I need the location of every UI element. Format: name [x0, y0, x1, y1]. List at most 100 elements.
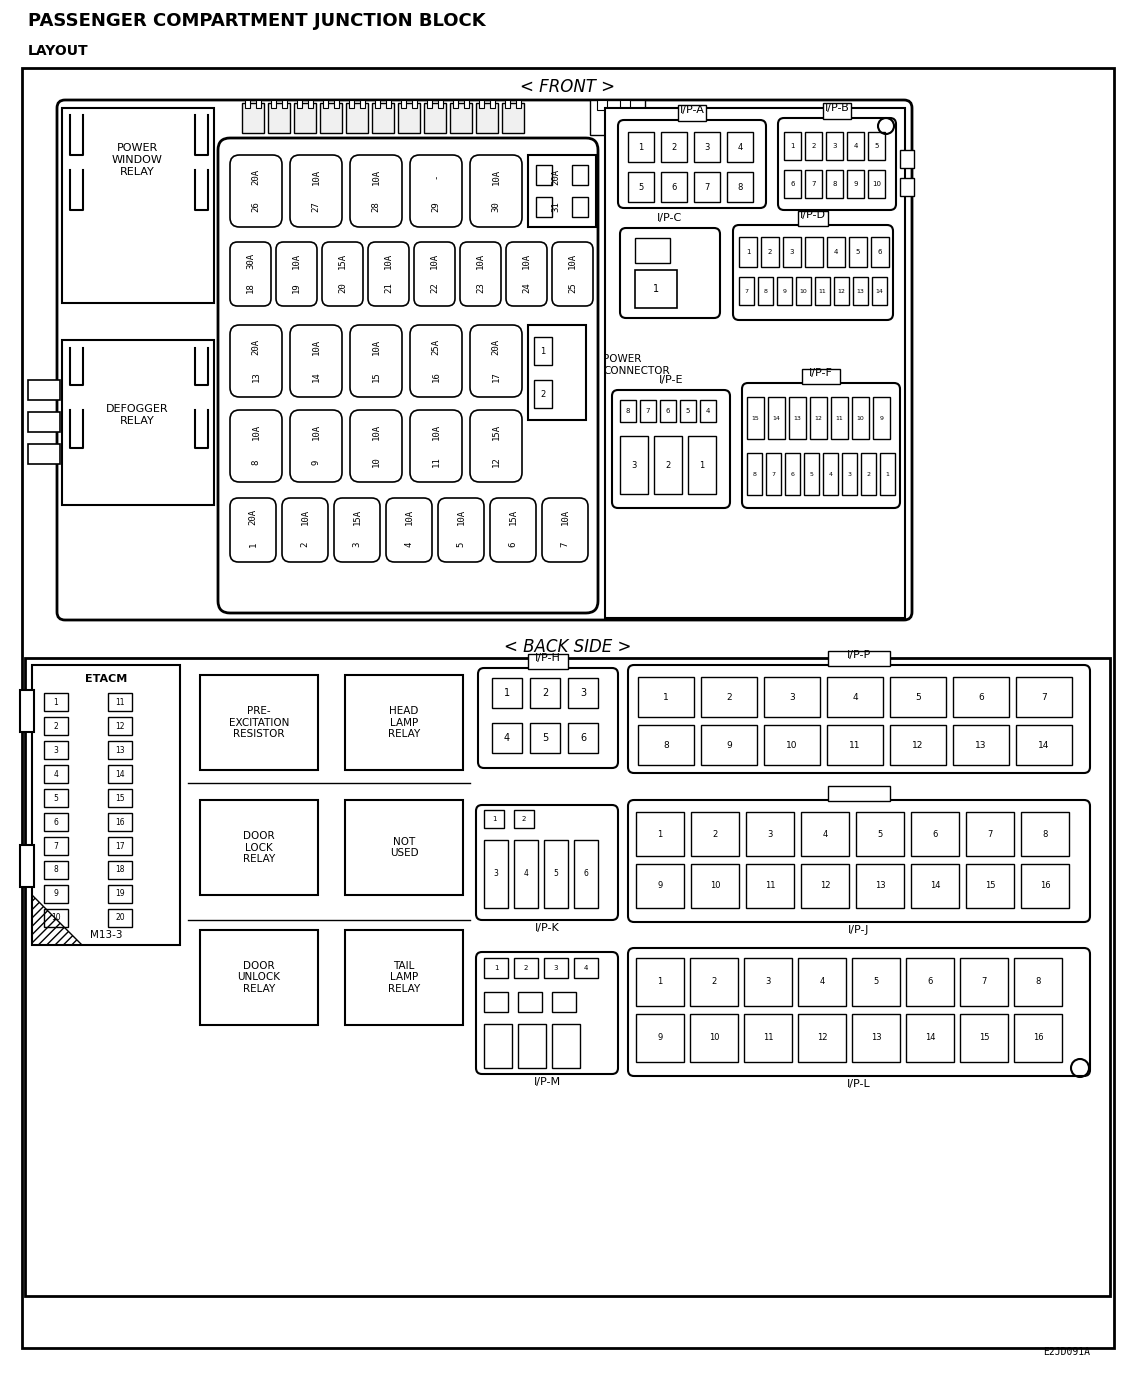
Text: 4: 4 — [828, 471, 833, 477]
Bar — [44, 813, 68, 831]
Bar — [44, 741, 68, 758]
Bar — [573, 165, 588, 185]
FancyBboxPatch shape — [778, 118, 896, 210]
Text: 2: 2 — [53, 721, 58, 731]
Text: 16: 16 — [115, 818, 125, 827]
Bar — [628, 172, 654, 202]
Text: 11: 11 — [432, 456, 441, 467]
FancyBboxPatch shape — [386, 497, 432, 562]
Text: 3: 3 — [767, 830, 772, 838]
Text: 21: 21 — [384, 283, 393, 294]
Text: 29: 29 — [432, 202, 441, 212]
Text: 6: 6 — [580, 732, 586, 743]
Bar — [620, 400, 636, 422]
Text: I/P-H: I/P-H — [535, 653, 561, 664]
Text: 31: 31 — [551, 202, 560, 212]
Bar — [834, 278, 849, 305]
Text: 3: 3 — [493, 870, 499, 878]
Bar — [1014, 1014, 1062, 1062]
Bar — [853, 278, 868, 305]
Text: 10: 10 — [857, 415, 864, 420]
Bar — [544, 958, 568, 978]
Bar — [574, 840, 598, 908]
Text: 2: 2 — [521, 816, 526, 822]
Bar — [872, 278, 887, 305]
Bar — [490, 100, 495, 109]
Bar — [852, 397, 869, 440]
FancyBboxPatch shape — [620, 228, 720, 317]
Text: I/P-A: I/P-A — [679, 104, 704, 115]
Bar — [660, 400, 676, 422]
Text: 5: 5 — [542, 732, 549, 743]
Text: 7: 7 — [744, 289, 749, 294]
Bar — [412, 100, 417, 109]
Text: NOT
USED: NOT USED — [390, 837, 418, 859]
Bar — [200, 675, 318, 769]
Bar — [513, 840, 538, 908]
Bar — [766, 453, 780, 495]
Bar — [398, 103, 420, 133]
Bar — [345, 800, 463, 894]
FancyBboxPatch shape — [470, 326, 523, 397]
FancyBboxPatch shape — [350, 155, 402, 227]
Text: I/P-C: I/P-C — [658, 213, 683, 223]
Text: 4: 4 — [853, 143, 858, 148]
FancyBboxPatch shape — [290, 326, 342, 397]
Text: 2: 2 — [524, 965, 528, 971]
Bar — [360, 100, 365, 109]
Bar — [900, 179, 914, 196]
Text: 5: 5 — [855, 249, 860, 256]
Text: 6: 6 — [666, 408, 670, 414]
Text: 1: 1 — [492, 816, 496, 822]
Text: 15: 15 — [985, 882, 995, 890]
Bar — [1016, 677, 1072, 717]
Bar — [746, 864, 794, 908]
Bar — [960, 1014, 1008, 1062]
Bar — [638, 677, 694, 717]
Bar — [349, 100, 354, 109]
Text: 2: 2 — [542, 688, 549, 698]
Bar — [701, 725, 757, 765]
Bar — [484, 958, 508, 978]
Text: 11: 11 — [819, 289, 826, 294]
Bar — [108, 741, 132, 758]
Bar — [1021, 864, 1069, 908]
Bar — [889, 677, 946, 717]
Text: 3: 3 — [632, 460, 636, 470]
Bar — [28, 444, 60, 464]
Text: 10A: 10A — [371, 169, 381, 184]
Bar — [700, 400, 716, 422]
Bar — [479, 100, 484, 109]
FancyBboxPatch shape — [490, 497, 536, 562]
Bar — [438, 100, 443, 109]
Text: 11: 11 — [850, 741, 861, 749]
Bar — [966, 864, 1014, 908]
Text: 1: 1 — [700, 460, 704, 470]
Bar — [323, 100, 328, 109]
Text: 16: 16 — [1039, 882, 1051, 890]
Text: 10A: 10A — [292, 253, 301, 269]
Text: 3: 3 — [847, 471, 852, 477]
Text: 4: 4 — [822, 830, 828, 838]
Bar — [797, 212, 828, 225]
Bar — [108, 885, 132, 903]
Bar — [690, 1014, 738, 1062]
Text: 20A: 20A — [249, 510, 258, 525]
Text: 5: 5 — [877, 830, 883, 838]
Text: 4: 4 — [705, 408, 710, 414]
Text: 6: 6 — [878, 249, 883, 256]
Bar — [801, 864, 849, 908]
Text: 14: 14 — [929, 882, 941, 890]
Bar — [44, 910, 68, 927]
Text: 7: 7 — [704, 183, 710, 191]
Text: 18: 18 — [115, 866, 125, 874]
Text: 2: 2 — [768, 249, 772, 256]
Bar — [484, 1024, 512, 1068]
Text: 16: 16 — [1033, 1033, 1043, 1043]
Bar — [690, 958, 738, 1006]
Bar — [598, 100, 607, 110]
Text: 6: 6 — [791, 181, 795, 187]
Bar — [801, 812, 849, 856]
FancyBboxPatch shape — [542, 497, 588, 562]
Bar — [401, 100, 406, 109]
